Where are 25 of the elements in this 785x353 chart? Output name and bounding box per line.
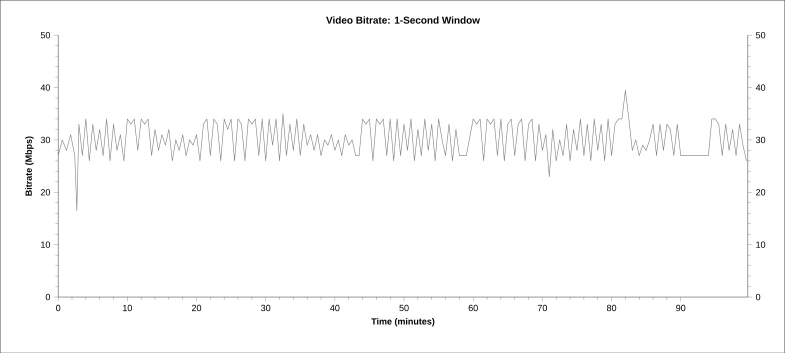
y2-tick-label: 20 [756, 189, 766, 196]
y2-tick-label: 0 [756, 294, 760, 300]
y-axis-title: Bitrate (Mbps) [25, 136, 34, 196]
y2-tick-label: 30 [756, 136, 766, 143]
x-tick-label: 90 [676, 304, 686, 312]
x-tick-label: 0 [56, 304, 60, 312]
x-tick-label: 80 [606, 304, 616, 312]
y2-tick-label: 10 [756, 241, 766, 248]
y2-tick-label: 40 [756, 84, 766, 91]
y-tick-label: 0 [46, 294, 50, 300]
x-tick-label: 10 [123, 304, 132, 312]
x-tick-label: 70 [538, 304, 548, 312]
y-tick-label: 30 [40, 136, 50, 143]
y-tick-label: 10 [41, 241, 50, 248]
y2-tick-label: 50 [756, 32, 766, 38]
x-tick-label: 20 [192, 304, 202, 312]
x-tick-label: 60 [468, 304, 478, 312]
y-tick-label: 40 [40, 84, 50, 91]
chart-title: Video Bitrate: 1-Second Window [326, 16, 480, 24]
x-axis-title: Time (minutes) [371, 318, 434, 326]
x-tick-label: 40 [330, 304, 340, 312]
x-tick-label: 30 [261, 304, 270, 312]
x-tick-label: 50 [399, 304, 409, 312]
y-tick-label: 20 [40, 189, 50, 196]
y-tick-label: 50 [40, 32, 50, 38]
